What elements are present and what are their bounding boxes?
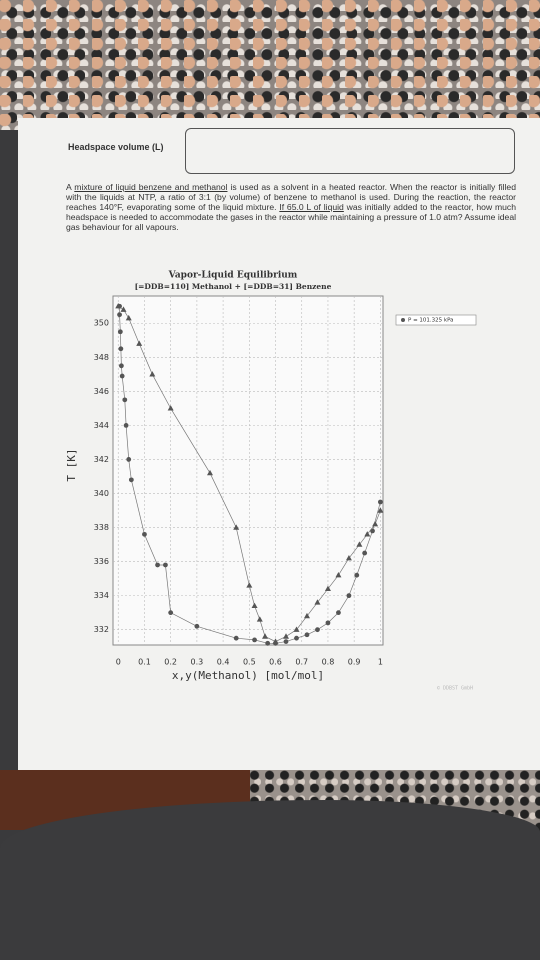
point	[377, 507, 384, 513]
question: A mixture of liquid benzene and methanol…	[66, 182, 516, 232]
point	[283, 633, 290, 639]
x-tick-label: 0.3	[191, 658, 204, 667]
text: If 65.0 L of liquid	[279, 202, 344, 212]
point	[262, 633, 269, 639]
x-tick-label: 0.5	[243, 658, 256, 667]
x-tick-label: 0.9	[348, 658, 361, 667]
point	[123, 422, 129, 428]
point	[206, 469, 213, 476]
point	[115, 303, 122, 309]
y-tick-label: 334	[94, 591, 109, 600]
point	[168, 610, 174, 616]
point	[346, 593, 352, 599]
text: was initially added to the reactor, how …	[66, 202, 517, 232]
point	[233, 524, 240, 530]
point	[272, 638, 279, 644]
y-tick-label: 344	[94, 421, 109, 430]
x-tick-label: 0.1	[138, 658, 151, 667]
point	[294, 635, 299, 641]
point	[377, 499, 383, 505]
y-tick-label: 340	[94, 489, 109, 498]
point	[345, 554, 352, 561]
text: A	[66, 182, 75, 192]
point	[128, 477, 134, 483]
point	[119, 373, 125, 379]
answer-box[interactable]	[185, 128, 515, 174]
point	[364, 531, 371, 537]
x-tick-label: 0.4	[217, 658, 230, 667]
point	[325, 620, 331, 626]
y-axis-label: T [K]	[65, 448, 78, 481]
point	[117, 312, 122, 318]
text: is used as a solvent in a heated reactor…	[66, 182, 516, 212]
fabric	[0, 800, 540, 960]
point	[303, 612, 310, 619]
point	[293, 626, 300, 632]
point	[256, 616, 263, 622]
point	[251, 602, 258, 609]
point	[120, 306, 127, 312]
plot-area	[112, 295, 384, 646]
series-line	[118, 305, 381, 642]
point	[336, 610, 341, 616]
point	[155, 562, 160, 568]
point	[283, 639, 289, 644]
x-tick-label: 0.6	[269, 658, 282, 667]
legend-box	[395, 314, 477, 326]
point	[233, 635, 239, 641]
y-tick-label: 342	[94, 455, 109, 464]
point	[370, 528, 375, 534]
point	[136, 340, 143, 346]
point	[167, 405, 174, 411]
point	[362, 550, 368, 556]
granite	[0, 0, 540, 130]
point	[304, 632, 310, 638]
x-tick-label: 0.8	[322, 658, 335, 667]
point	[149, 371, 156, 377]
point	[252, 637, 257, 643]
point	[356, 541, 363, 547]
point	[118, 346, 124, 352]
point	[126, 457, 132, 462]
point	[246, 582, 253, 588]
point	[142, 531, 147, 537]
chart-title: Vapor-Liquid Equilibrium	[168, 271, 298, 281]
y-tick-label: 346	[94, 387, 109, 396]
legend-label: P = 101.325 kPa	[408, 318, 454, 324]
point	[315, 627, 320, 633]
point	[354, 572, 360, 578]
chart-subtitle: [=DDB=110] Methanol + [=DDB=31] Benzene	[135, 282, 332, 291]
point	[163, 562, 168, 568]
point	[194, 623, 200, 629]
headspace-label: Headspace volume (L)	[68, 142, 164, 152]
y-tick-label: 338	[94, 523, 109, 532]
x-tick-label: 0.7	[295, 658, 308, 667]
x-axis-label: x,y(Methanol) [mol/mol]	[172, 669, 324, 682]
y-tick-label: 336	[94, 557, 109, 566]
point	[314, 599, 321, 605]
watermark: © DDBST GmbH	[437, 686, 473, 692]
point	[125, 314, 132, 321]
point	[372, 520, 379, 527]
point	[324, 585, 331, 592]
y-tick-label: 348	[94, 353, 109, 362]
x-tick-label: 0	[116, 658, 121, 667]
y-tick-label: 350	[94, 319, 109, 328]
text: mixture of liquid benzene and methanol	[74, 182, 228, 192]
point	[335, 572, 342, 578]
point	[265, 640, 271, 646]
legend-marker	[401, 318, 405, 322]
point	[118, 363, 124, 369]
x-tick-label: 0.2	[164, 658, 177, 667]
y-tick-label: 332	[94, 625, 109, 634]
x-tick-label: 1	[378, 658, 383, 667]
point	[122, 397, 128, 403]
point	[117, 329, 123, 335]
